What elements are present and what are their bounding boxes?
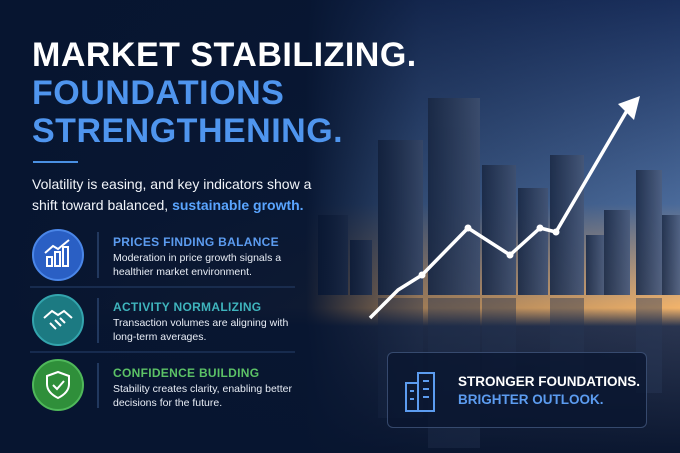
headline-line: STRENGTHENING. <box>32 112 344 150</box>
intro: Volatility is easing, and key indicators… <box>32 174 322 216</box>
item-title: CONFIDENCE BUILDING <box>113 366 260 380</box>
callout-line: STRONGER FOUNDATIONS. <box>458 374 640 389</box>
intro-highlight: sustainable growth. <box>172 197 304 213</box>
headline-line: MARKET STABILIZING. <box>32 36 417 74</box>
item-title: PRICES FINDING BALANCE <box>113 235 279 249</box>
item-title: ACTIVITY NORMALIZING <box>113 300 262 314</box>
intro-text: Volatility is easing, and key indicators… <box>32 176 312 213</box>
item-description: Stability creates clarity, enabling bett… <box>113 383 292 409</box>
callout: STRONGER FOUNDATIONS. BRIGHTER OUTLOOK. <box>387 352 647 428</box>
headline-line: FOUNDATIONS <box>32 74 285 112</box>
building-icon <box>405 372 435 412</box>
item-description: Moderation in price growth signals a hea… <box>113 252 282 278</box>
item-description: Transaction volumes are aligning with lo… <box>113 317 289 343</box>
callout-line: BRIGHTER OUTLOOK. <box>458 392 604 407</box>
